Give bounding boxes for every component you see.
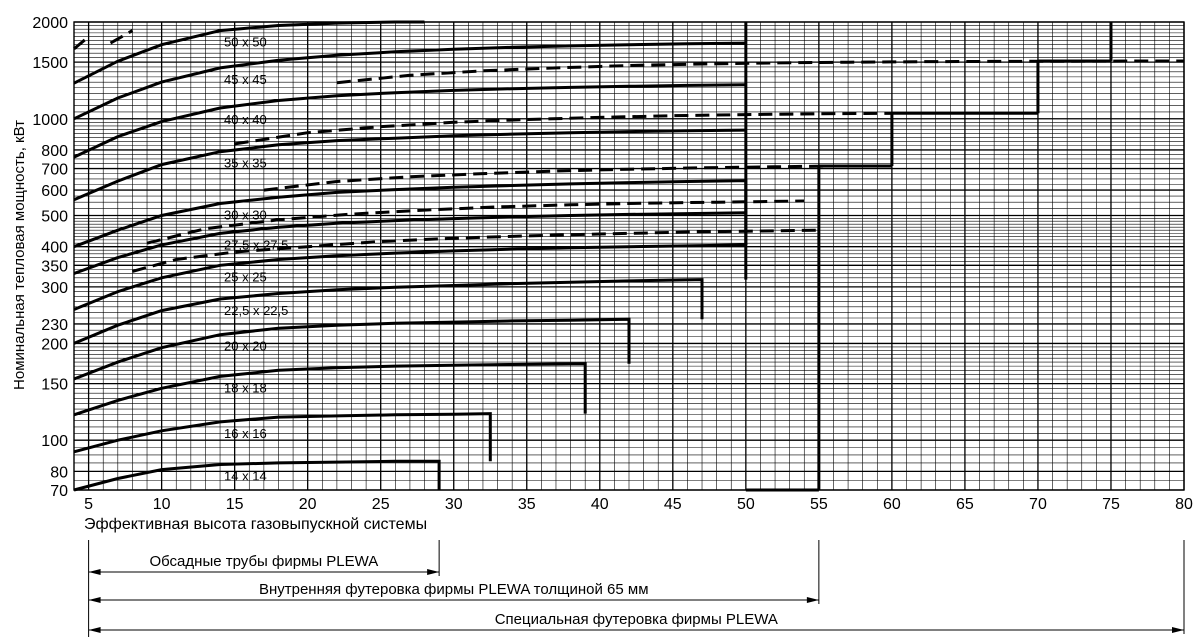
y-tick-label: 500 <box>41 209 68 226</box>
y-tick-label: 80 <box>50 464 68 481</box>
y-tick-label: 350 <box>41 258 68 275</box>
curve-labels: 14 x 14 16 x 16 18 x 18 20 x 20 22,5 x 22,5 2… <box>224 35 288 484</box>
x-tick-label: 20 <box>299 496 317 513</box>
y-tick-label: 1000 <box>32 112 68 129</box>
curve-label: 18 x 18 <box>224 380 267 395</box>
y-axis-title: Номинальная тепловая мощность, кВт <box>11 120 28 390</box>
curve-label: 30 x 30 <box>224 207 267 222</box>
x-tick-label: 75 <box>1102 496 1120 513</box>
y-tick-label: 300 <box>41 280 68 297</box>
series-line-27-5-27-5 <box>73 211 748 275</box>
range-arrow-left <box>88 569 101 575</box>
x-tick-label: 25 <box>372 496 390 513</box>
range-arrow-right <box>1172 627 1184 633</box>
y-tick-label: 70 <box>50 483 68 500</box>
y-tick-label: 1500 <box>32 55 68 72</box>
curve-label: 27,5 x 27,5 <box>224 237 288 252</box>
range-arrow-right <box>427 569 440 575</box>
range-label: Внутренняя футеровка фирмы PLEWA толщино… <box>259 581 649 598</box>
x-tick-label: 55 <box>810 496 828 513</box>
dashed-line-4 <box>234 111 892 146</box>
x-tick-label: 10 <box>153 496 171 513</box>
range-label: Обсадные трубы фирмы PLEWA <box>149 553 378 570</box>
plot-frame <box>73 21 1185 491</box>
dashed-line-3 <box>263 164 834 192</box>
curve-label: 45 x 45 <box>224 72 267 87</box>
x-tick-label: 65 <box>956 496 974 513</box>
series-line-14-14 <box>73 459 441 492</box>
curve-label: 16 x 16 <box>224 426 267 441</box>
x-tick-label: 50 <box>737 496 755 513</box>
x-tick-label: 60 <box>883 496 901 513</box>
x-tick-label: 5 <box>84 496 93 513</box>
dashed-line-7 <box>109 29 134 45</box>
series-line-40-40 <box>73 83 746 159</box>
x-tick-label: 80 <box>1175 496 1193 513</box>
dashed-line-1 <box>132 228 819 273</box>
limit-lines <box>744 22 1113 492</box>
range-arrow-left <box>88 627 101 633</box>
dashed-line-2 <box>146 199 805 245</box>
x-tick-label: 15 <box>226 496 244 513</box>
curve-label: 40 x 40 <box>224 112 267 127</box>
curve-label: 50 x 50 <box>224 35 267 50</box>
y-tick-label: 2000 <box>32 15 68 32</box>
range-arrows: Обсадные трубы фирмы PLEWA Внутренняя фут… <box>88 540 1185 637</box>
series-line-22-5-22-5 <box>73 278 704 345</box>
range-label: Специальная футеровка фирмы PLEWA <box>495 611 778 628</box>
curve-label: 25 x 25 <box>224 269 267 284</box>
series-line-16-16 <box>73 412 492 462</box>
y-tick-label: 200 <box>41 336 68 353</box>
series-line-18-18 <box>73 362 587 417</box>
series-lines <box>73 20 748 492</box>
range-arrow-left <box>88 597 101 603</box>
x-tick-label: 70 <box>1029 496 1047 513</box>
y-tick-label: 600 <box>41 183 68 200</box>
range-arrow-right <box>806 597 819 603</box>
y-tick-label: 230 <box>41 317 68 334</box>
series-line-20-20 <box>73 317 631 381</box>
x-tick-label: 40 <box>591 496 609 513</box>
series-line-30-30 <box>73 179 748 249</box>
curve-label: 35 x 35 <box>224 156 267 171</box>
series-line-50-50 <box>73 20 425 85</box>
x-axis-title: Эффективная высота газовыпускной системы <box>84 516 427 533</box>
curve-label: 14 x 14 <box>224 469 267 484</box>
y-tick-label: 150 <box>41 377 68 394</box>
series-line-35-35 <box>73 128 746 202</box>
y-tick-label: 400 <box>41 240 68 257</box>
series-line-25-25 <box>73 243 748 311</box>
curve-label: 22,5 x 22,5 <box>224 303 288 318</box>
x-tick-label: 35 <box>518 496 536 513</box>
dashed-lines <box>73 29 1184 273</box>
x-tick-labels: 5 10 15 20 25 30 35 40 45 50 55 60 65 70 75 80 <box>84 496 1193 513</box>
dashed-line-6 <box>73 35 90 51</box>
curve-label: 20 x 20 <box>224 339 267 354</box>
y-tick-label: 100 <box>41 433 68 450</box>
plot-border <box>73 21 1185 491</box>
y-tick-label: 700 <box>41 162 68 179</box>
x-tick-label: 45 <box>664 496 682 513</box>
x-tick-label: 30 <box>445 496 463 513</box>
y-tick-label: 800 <box>41 143 68 160</box>
series-line-45-45 <box>73 41 746 121</box>
